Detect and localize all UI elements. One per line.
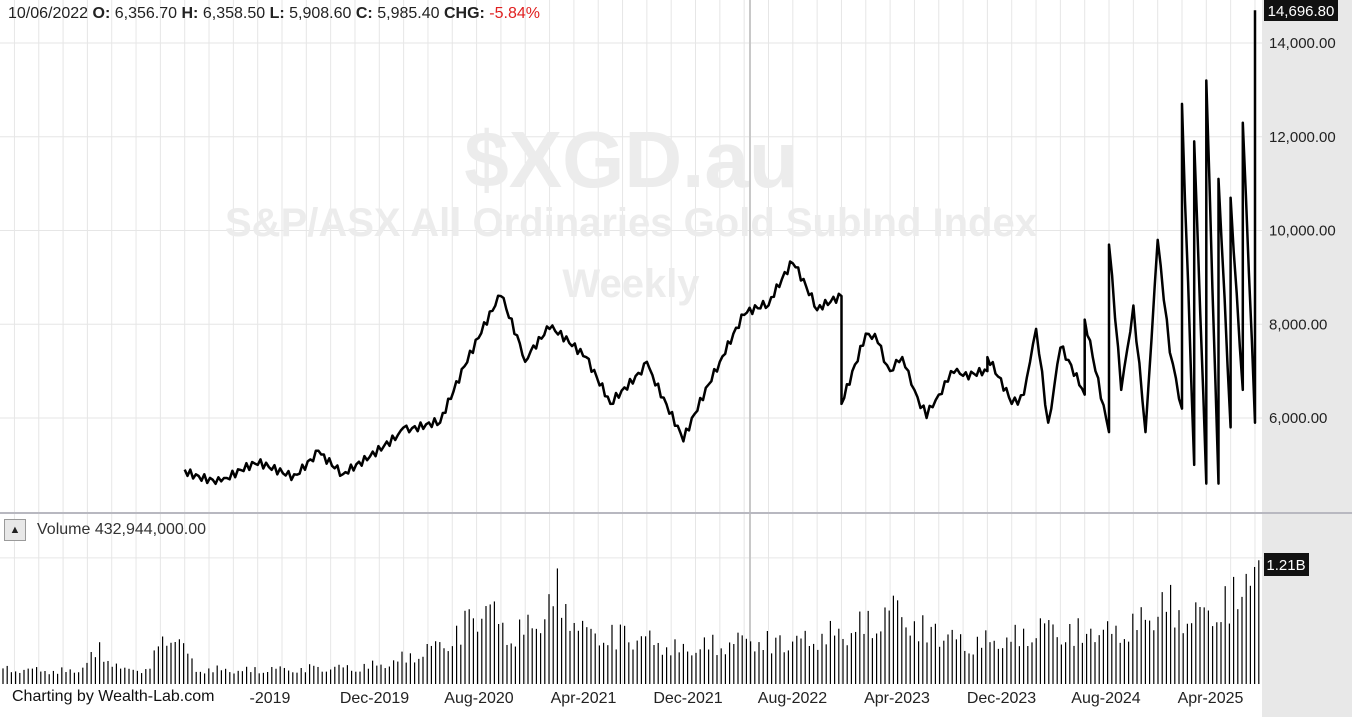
volume-collapse-button[interactable]: ▲: [4, 519, 26, 541]
open-value: 6,356.70: [114, 5, 178, 22]
date-tick-label: Dec-2019: [340, 690, 409, 707]
close-label: C:: [355, 5, 373, 22]
symbol-watermark: $XGD.au S&P/ASX All Ordinaries Gold SubI…: [225, 115, 1037, 306]
date-tick-label: Apr-2025: [1178, 690, 1244, 707]
grid-lines: [0, 0, 1262, 684]
date-tick-label: Aug-2022: [758, 690, 827, 707]
date-tick-label: -2019: [250, 690, 291, 707]
date-tick-label: Dec-2021: [653, 690, 722, 707]
date-tick-label: Aug-2020: [444, 690, 513, 707]
low-label: L:: [269, 5, 285, 22]
last-volume-label: 1.21B: [1266, 557, 1305, 574]
date-axis: -2019 Dec-2019 Aug-2020 Apr-2021 Dec-2021 Aug…: [250, 690, 1244, 707]
price-tick-label: 14,000.00: [1269, 35, 1336, 52]
price-axis: 6,000.00 8,000.00 10,000.00 12,000.00 14,000…: [1269, 35, 1336, 427]
price-tick-label: 12,000.00: [1269, 129, 1336, 146]
panel-divider[interactable]: [0, 512, 1352, 514]
change-value: -5.84%: [489, 5, 540, 22]
price-tick-label: 10,000.00: [1269, 223, 1336, 240]
volume-label: Volume 432,944,000.00: [37, 521, 207, 538]
watermark-interval: Weekly: [562, 262, 700, 306]
price-axis-background: [1262, 0, 1352, 717]
change-label: CHG:: [443, 5, 485, 22]
last-volume-badge: 1.21B: [1264, 553, 1309, 576]
date-tick-label: Apr-2023: [864, 690, 930, 707]
price-tick-label: 6,000.00: [1269, 410, 1327, 427]
chart-credit[interactable]: Charting by Wealth-Lab.com: [8, 687, 219, 707]
price-tick-label: 8,000.00: [1269, 316, 1327, 333]
readout-date: 10/06/2022: [8, 5, 89, 22]
watermark-symbol: $XGD.au: [464, 115, 797, 204]
volume-bars: [2, 560, 1260, 684]
date-tick-label: Apr-2021: [551, 690, 617, 707]
price-series-line: [183, 10, 1257, 486]
close-value: 5,985.40: [377, 5, 440, 22]
low-value: 5,908.60: [289, 5, 352, 22]
ohlc-readout: 10/06/2022 O: 6,356.70 H: 6,358.50 L: 5,…: [8, 5, 540, 23]
watermark-name: S&P/ASX All Ordinaries Gold SubInd Index: [225, 201, 1037, 245]
open-label: O:: [92, 5, 111, 22]
high-label: H:: [181, 5, 199, 22]
high-value: 6,358.50: [202, 5, 266, 22]
date-tick-label: Dec-2023: [967, 690, 1036, 707]
date-tick-label: Aug-2024: [1071, 690, 1140, 707]
last-price-label: 14,696.80: [1268, 3, 1335, 20]
last-price-badge: 14,696.80: [1264, 0, 1338, 21]
triangle-up-icon: ▲: [9, 524, 21, 536]
